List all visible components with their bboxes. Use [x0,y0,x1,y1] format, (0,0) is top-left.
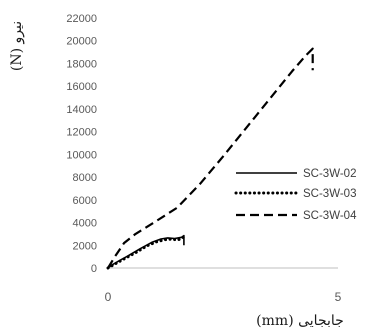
legend: SC-3W-02 SC-3W-03 SC-3W-04 [234,168,357,222]
series-layer [106,47,314,270]
x-tick-label: 5 [335,290,342,304]
y-tick-label: 12000 [66,127,97,139]
series-line-sc-3w-04 [107,47,314,269]
y-tick-label: 14000 [66,104,97,116]
y-tick-label: 2000 [73,240,97,252]
y-tick-label: 16000 [66,81,97,93]
y-tick-label: 8000 [73,172,97,184]
y-tick-label: 10000 [66,149,97,161]
y-axis-title: نیرو (N) [9,21,25,71]
legend-label: SC-3W-03 [303,188,356,200]
x-axis-title: جابجایی (mm) [256,313,344,329]
legend-label: SC-3W-04 [303,210,357,222]
x-tick-label: 0 [105,290,112,304]
y-tick-label: 18000 [66,58,97,70]
y-tick-label: 22000 [66,13,97,25]
legend-label: SC-3W-02 [303,168,356,180]
y-axis-ticks: 0 2000 4000 6000 8000 10000 12000 14000 16000 180… [66,13,97,275]
y-tick-label: 20000 [66,36,97,48]
y-tick-label: 4000 [73,218,97,230]
y-tick-label: 6000 [73,195,97,207]
series-line-sc-3w-03 [106,235,186,270]
y-tick-label: 0 [91,263,97,275]
